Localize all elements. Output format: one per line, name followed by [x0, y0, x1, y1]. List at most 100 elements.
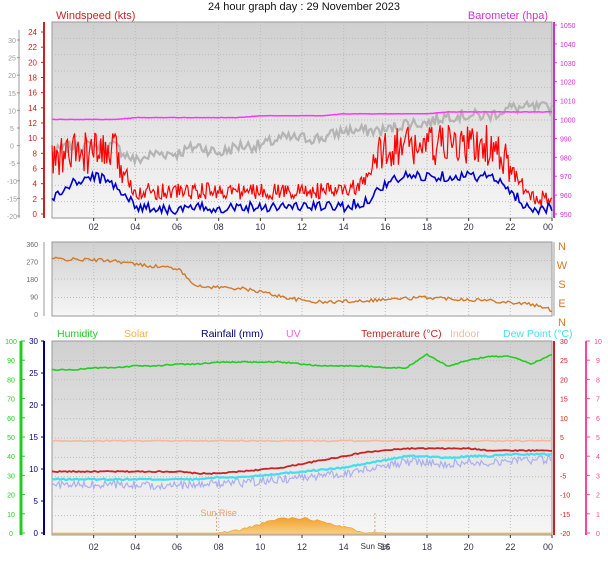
x-tick-label: 08: [214, 222, 224, 232]
left-tick-label: 14: [28, 104, 37, 113]
temperature-tick-label: -20: [560, 531, 570, 538]
temperature-tick-label: 0: [560, 454, 564, 461]
x-tick-label: 00: [543, 542, 553, 552]
sunset-label: Sun Set: [361, 542, 390, 551]
right-tick-label: 1050: [560, 23, 576, 30]
compass-label: N: [558, 241, 566, 253]
outer-left-tick-label: -20: [7, 214, 17, 221]
x-tick-label: 12: [297, 542, 307, 552]
direction-tick-label: 360: [26, 242, 38, 249]
uv-tick-label: 10: [594, 339, 602, 346]
uv-tick-label: 8: [596, 377, 600, 384]
right-tick-label: 1030: [560, 61, 576, 68]
left-tick-label: 2: [33, 195, 38, 204]
outer-left-tick-label: 15: [8, 91, 16, 98]
humidity-tick-label: 40: [7, 454, 15, 461]
x-tick-label: 06: [172, 542, 182, 552]
right-tick-label: 1010: [560, 99, 576, 106]
uv-tick-label: 2: [596, 493, 600, 500]
rainfall-tick-label: 30: [29, 337, 38, 346]
direction-tick-label: 180: [26, 277, 38, 284]
uv-tick-label: 9: [596, 358, 600, 365]
left-tick-label: 16: [28, 89, 37, 98]
x-tick-label: 14: [339, 222, 349, 232]
series-dewpoint-line: [51, 452, 553, 482]
x-tick-label: 00: [543, 222, 553, 232]
right-tick-label: 1040: [560, 42, 576, 49]
outer-left-tick-label: 30: [8, 38, 16, 45]
x-tick-label: 16: [380, 542, 390, 552]
right-tick-label: 980: [560, 155, 572, 162]
humidity-tick-label: 60: [7, 416, 15, 423]
left-tick-label: 22: [28, 43, 37, 52]
outer-left-tick-label: 0: [10, 144, 14, 151]
outer-left-tick-label: 10: [8, 108, 16, 115]
rainfall-tick-label: 5: [34, 497, 39, 506]
humidity-tick-label: 20: [7, 493, 15, 500]
solar-legend: Solar: [124, 328, 149, 340]
x-tick-label: 18: [422, 542, 432, 552]
series-indoor-line: [51, 439, 553, 443]
x-tick-label: 20: [464, 542, 474, 552]
temperature-tick-label: 5: [560, 435, 564, 442]
humidity-tick-label: 30: [7, 473, 15, 480]
outer-left-tick-label: 5: [10, 126, 14, 133]
left-tick-label: 20: [28, 58, 37, 67]
humidity-tick-label: 10: [7, 512, 15, 519]
right-tick-label: 950: [560, 212, 572, 219]
rainfall-tick-label: 0: [34, 529, 39, 538]
humidity-tick-label: 80: [7, 377, 15, 384]
humidity-tick-label: 50: [7, 435, 15, 442]
outer-left-tick-label: 25: [8, 56, 16, 63]
uv-tick-label: 7: [596, 397, 600, 404]
graph-title: 24 hour graph day : 29 November 2023: [208, 1, 400, 13]
temperature-tick-label: 10: [560, 416, 568, 423]
humidity-tick-label: 100: [5, 339, 17, 346]
compass-label: S: [558, 279, 565, 291]
x-tick-label: 10: [255, 222, 265, 232]
rainfall-legend: Rainfall (mm): [201, 328, 263, 340]
sunrise-label: Sun Rise: [200, 508, 237, 518]
series-windspeed-line: [51, 124, 553, 208]
outer-left-tick-label: -15: [7, 196, 17, 203]
left-tick-label: 4: [33, 180, 38, 189]
series-gust-line: [51, 169, 553, 217]
right-tick-label: 1000: [560, 118, 576, 125]
series-direction-line: [51, 256, 553, 313]
dewpoint-legend: Dew Point (°C): [503, 328, 573, 340]
x-tick-label: 02: [89, 542, 99, 552]
right-tick-label: 990: [560, 136, 572, 143]
left-tick-label: 10: [28, 134, 37, 143]
left-tick-label: 8: [33, 149, 38, 158]
x-tick-label: 02: [89, 222, 99, 232]
compass-label: N: [558, 317, 566, 329]
temperature-tick-label: -10: [560, 493, 570, 500]
series-humidity-line: [51, 352, 553, 372]
series-prev-line: [51, 99, 554, 167]
uv-tick-label: 4: [596, 454, 600, 461]
series-barometer-line: [51, 111, 552, 121]
rainfall-tick-label: 10: [29, 465, 38, 474]
direction-tick-label: 270: [26, 260, 38, 267]
x-tick-label: 18: [422, 222, 432, 232]
series-solar-area: [51, 517, 553, 535]
x-tick-label: 12: [297, 222, 307, 232]
left-tick-label: 12: [28, 119, 37, 128]
x-tick-label: 10: [255, 542, 265, 552]
humidity-tick-label: 70: [7, 397, 15, 404]
x-tick-label: 06: [172, 222, 182, 232]
left-tick-label: 6: [33, 165, 38, 174]
uv-tick-label: 6: [596, 416, 600, 423]
indoor-legend: Indoor: [450, 328, 480, 340]
temperature-tick-label: 20: [560, 377, 568, 384]
uv-legend: UV: [286, 328, 301, 340]
left-tick-label: 18: [28, 74, 37, 83]
series-temperature-line: [51, 447, 553, 475]
compass-label: E: [558, 298, 565, 310]
temperature-legend: Temperature (°C): [361, 328, 442, 340]
right-tick-label: 960: [560, 193, 572, 200]
right-tick-label: 970: [560, 174, 572, 181]
temperature-tick-label: 15: [560, 397, 568, 404]
